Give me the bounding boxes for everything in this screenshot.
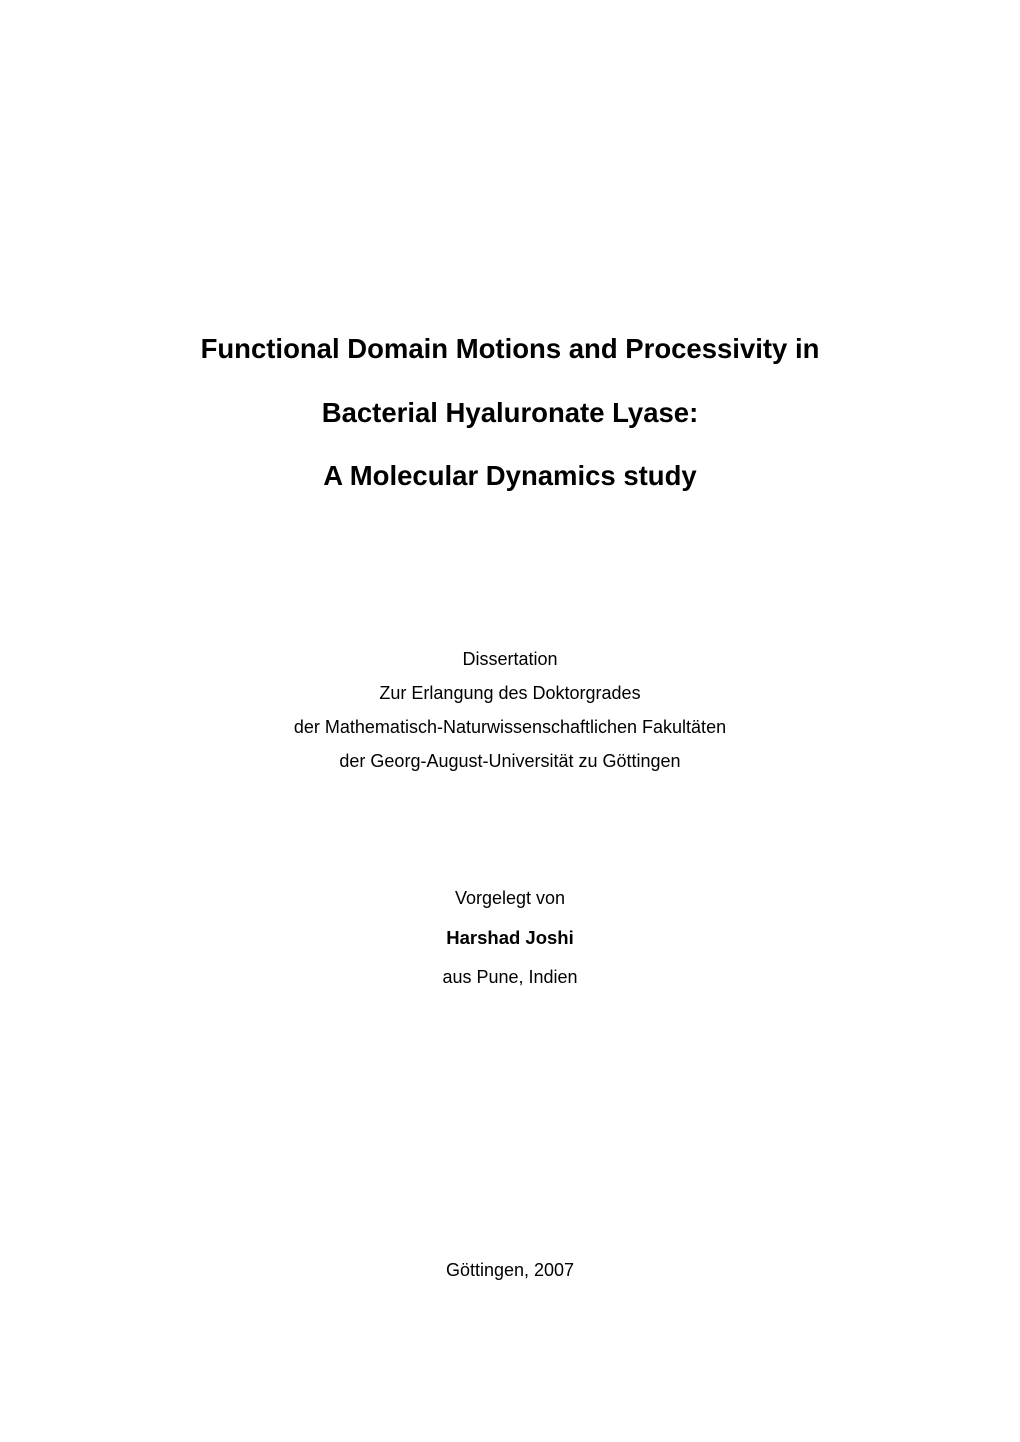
title-block: Functional Domain Motions and Processivi… [110,0,910,490]
author-origin: aus Pune, Indien [110,967,910,988]
faculty-line: der Mathematisch-Naturwissenschaftlichen… [110,718,910,736]
author-name: Harshad Joshi [110,927,910,949]
author-block: Vorgelegt von Harshad Joshi aus Pune, In… [110,888,910,988]
place-year: Göttingen, 2007 [0,1260,1020,1281]
title-line-2: Bacterial Hyaluronate Lyase: [110,399,910,427]
author-intro: Vorgelegt von [110,888,910,909]
title-page: Functional Domain Motions and Processivi… [0,0,1020,1442]
title-line-3: A Molecular Dynamics study [110,462,910,490]
footer-block: Göttingen, 2007 [0,1260,1020,1281]
degree-line: Zur Erlangung des Doktorgrades [110,684,910,702]
title-line-1: Functional Domain Motions and Processivi… [110,335,910,363]
dissertation-meta-block: Dissertation Zur Erlangung des Doktorgra… [110,650,910,770]
doc-type-label: Dissertation [110,650,910,668]
university-line: der Georg-August-Universität zu Göttinge… [110,752,910,770]
